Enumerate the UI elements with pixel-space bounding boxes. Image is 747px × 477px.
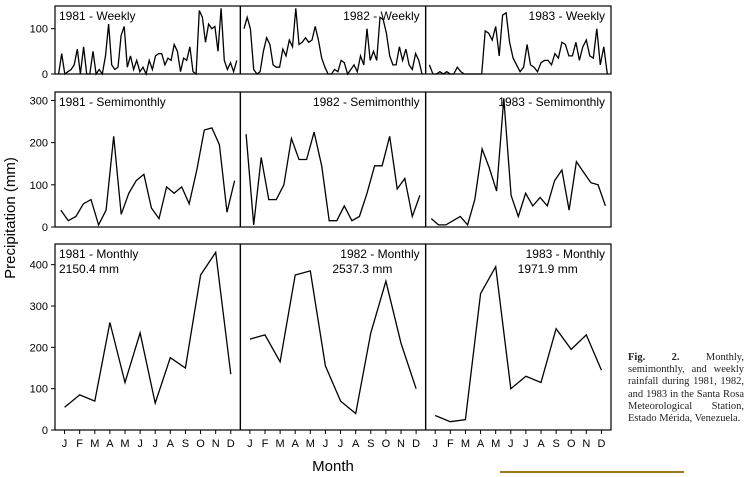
x-tick-label: N xyxy=(212,438,220,450)
panel-total-0: 2150.4 mm xyxy=(59,262,119,276)
x-axis-title: Month xyxy=(312,458,354,475)
y-tick-label-semimonthly: 200 xyxy=(30,138,48,150)
x-tick-label: M xyxy=(120,438,129,450)
x-tick-label: A xyxy=(167,438,175,450)
y-tick-label-monthly: 400 xyxy=(30,260,48,272)
series-line-weekly-1981 xyxy=(57,8,238,77)
x-tick-label: M xyxy=(306,438,315,450)
series-line-monthly-1981 xyxy=(64,250,232,408)
x-tick-label: S xyxy=(182,438,189,450)
y-tick-label-semimonthly: 100 xyxy=(30,180,48,192)
x-tick-label: J xyxy=(338,438,344,450)
y-tick-label-weekly: 100 xyxy=(30,24,48,36)
y-tick-label-semimonthly: 300 xyxy=(30,95,48,107)
series-line-semimonthly-1981 xyxy=(60,127,236,227)
y-tick-label-monthly: 200 xyxy=(30,342,48,354)
y-tick-label-weekly: 0 xyxy=(42,69,48,81)
panel-label-weekly-2: 1983 - Weekly xyxy=(529,9,605,23)
x-tick-label: F xyxy=(76,438,83,450)
y-tick-label-monthly: 0 xyxy=(42,425,48,437)
x-tick-label: D xyxy=(412,438,420,450)
panel-frame-monthly xyxy=(54,243,612,431)
y-axis-title: Precipitation (mm) xyxy=(2,157,19,279)
panel-label-monthly-1: 1982 - Monthly xyxy=(340,247,419,261)
x-tick-label: N xyxy=(397,438,405,450)
x-tick-label: D xyxy=(227,438,235,450)
panel-total-1: 2537.3 mm xyxy=(332,262,392,276)
x-tick-label: J xyxy=(432,438,438,450)
series-line-semimonthly-1983 xyxy=(430,98,607,227)
x-tick-label: F xyxy=(447,438,454,450)
caption-fig-label: Fig. 2. xyxy=(628,352,680,363)
series-line-monthly-1982 xyxy=(249,270,417,415)
x-tick-label: J xyxy=(152,438,158,450)
panel-label-weekly-0: 1981 - Weekly xyxy=(59,9,135,23)
x-tick-label: F xyxy=(262,438,269,450)
panel-label-monthly-0: 1981 - Monthly xyxy=(59,247,138,261)
x-tick-label: M xyxy=(90,438,99,450)
y-tick-label-monthly: 300 xyxy=(30,301,48,313)
x-tick-label: N xyxy=(582,438,590,450)
series-line-semimonthly-1982 xyxy=(245,131,421,225)
panel-label-weekly-1: 1982 - Weekly xyxy=(343,9,419,23)
y-tick-label-monthly: 100 xyxy=(30,384,48,396)
panel-label-semimonthly-2: 1983 - Semimonthly xyxy=(498,95,605,109)
x-tick-label: S xyxy=(367,438,374,450)
panel-label-semimonthly-1: 1982 - Semimonthly xyxy=(313,95,420,109)
x-tick-label: A xyxy=(477,438,485,450)
caption-text: Monthly, semimonthly, and weekly rainfal… xyxy=(628,352,744,425)
series-line-weekly-1983 xyxy=(428,11,608,75)
caption-divider xyxy=(500,471,684,473)
panel-frame-semimonthly xyxy=(54,91,612,228)
x-tick-label: M xyxy=(491,438,500,450)
x-tick-label: O xyxy=(196,438,205,450)
x-tick-label: A xyxy=(292,438,300,450)
y-tick-label-semimonthly: 0 xyxy=(42,222,48,234)
x-tick-label: J xyxy=(247,438,253,450)
x-tick-label: D xyxy=(597,438,605,450)
panel-label-monthly-2: 1983 - Monthly xyxy=(526,247,605,261)
x-tick-label: J xyxy=(523,438,529,450)
x-tick-label: A xyxy=(106,438,114,450)
x-tick-label: O xyxy=(382,438,391,450)
figure-caption: Fig. 2. Monthly, semimonthly, and weekly… xyxy=(628,352,744,425)
x-tick-label: A xyxy=(352,438,360,450)
x-tick-label: O xyxy=(567,438,576,450)
x-tick-label: M xyxy=(276,438,285,450)
x-tick-label: A xyxy=(537,438,545,450)
series-line-weekly-1982 xyxy=(243,8,423,76)
x-tick-label: M xyxy=(461,438,470,450)
x-tick-label: J xyxy=(62,438,68,450)
series-line-monthly-1983 xyxy=(434,264,602,423)
x-tick-label: S xyxy=(552,438,559,450)
x-tick-label: J xyxy=(508,438,514,450)
panel-label-semimonthly-0: 1981 - Semimonthly xyxy=(59,95,166,109)
x-tick-label: J xyxy=(137,438,143,450)
panel-frame-weekly xyxy=(54,5,612,75)
x-tick-label: J xyxy=(323,438,329,450)
panel-total-2: 1971.9 mm xyxy=(518,262,578,276)
